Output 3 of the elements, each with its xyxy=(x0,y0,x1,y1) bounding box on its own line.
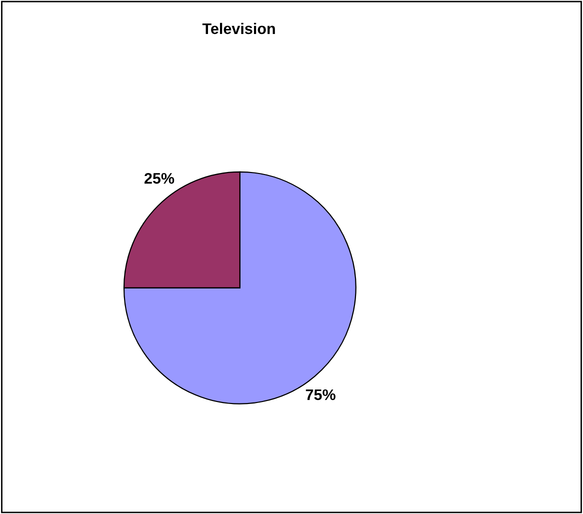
chart-title: Television xyxy=(202,22,275,34)
data-label: 25% xyxy=(144,172,174,184)
data-label: 75% xyxy=(306,389,336,400)
